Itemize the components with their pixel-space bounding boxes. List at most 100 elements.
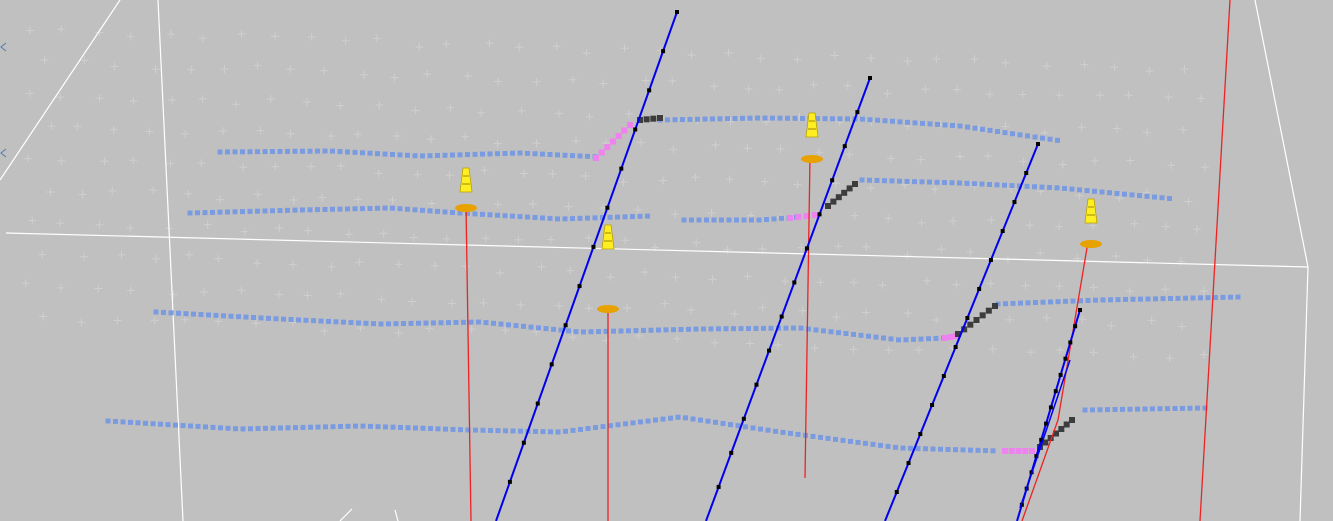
horizon-point <box>788 430 793 436</box>
horizon-point <box>896 337 901 343</box>
grid-marker <box>956 152 965 161</box>
horizon-point <box>933 335 939 341</box>
grid-marker <box>80 56 89 65</box>
horizon-point <box>450 152 455 158</box>
grid-marker <box>47 122 56 131</box>
grid-marker <box>621 236 630 245</box>
well-pick <box>1024 171 1029 175</box>
vertical-well[interactable] <box>465 204 472 521</box>
horizon-point <box>1017 183 1022 189</box>
horizon-point <box>502 213 508 219</box>
horizon-point <box>326 318 331 324</box>
grid-marker <box>1089 348 1098 357</box>
grid-marker <box>28 216 37 225</box>
well-pick <box>767 348 772 353</box>
grid-marker <box>815 148 824 157</box>
horizon-point <box>791 325 796 331</box>
fault-point <box>1047 435 1054 441</box>
horizon-point <box>1025 133 1030 139</box>
horizon-point <box>412 207 418 213</box>
grid-marker <box>200 288 209 297</box>
horizon-point <box>570 216 575 222</box>
fault-point <box>825 203 831 209</box>
grid-marker <box>501 326 510 335</box>
derrick-icon[interactable] <box>1080 198 1102 248</box>
horizon-point <box>300 148 305 154</box>
horizon-point <box>371 321 376 327</box>
vertical-well[interactable] <box>1199 0 1231 521</box>
horizon-point <box>202 210 208 216</box>
horizon-point <box>255 149 260 155</box>
grid-marker <box>519 169 528 178</box>
grid-marker <box>843 81 852 90</box>
fault-point <box>795 214 802 220</box>
horizon-point <box>495 428 501 434</box>
horizon-point <box>495 212 500 218</box>
horizon-point <box>942 122 948 128</box>
fault-point <box>637 117 643 123</box>
horizon-point <box>1142 406 1148 412</box>
horizon-point <box>683 415 688 421</box>
horizon-point <box>750 425 756 431</box>
inclined-well[interactable] <box>705 76 872 521</box>
horizon-point <box>203 424 208 430</box>
horizon-point <box>341 319 346 325</box>
horizon-point <box>427 208 433 214</box>
grid-marker <box>568 75 577 84</box>
horizon-point <box>240 209 245 215</box>
grid-marker <box>493 77 502 86</box>
well-pick <box>1063 356 1068 361</box>
horizon-point <box>919 179 925 185</box>
well-trajectory[interactable] <box>705 77 871 521</box>
grid-marker <box>1040 128 1049 137</box>
horizon-point <box>1077 187 1082 193</box>
grid-marker <box>620 44 629 53</box>
horizon-point <box>1130 296 1136 302</box>
horizon-point <box>987 181 992 187</box>
well-pick <box>1058 372 1063 377</box>
horizon-point <box>428 426 433 432</box>
grid-marker <box>743 144 752 153</box>
horizon-point <box>573 329 579 335</box>
horizon-point <box>405 152 410 158</box>
well-trajectory[interactable] <box>495 11 678 521</box>
grid-marker <box>388 196 397 205</box>
horizon-point <box>747 115 753 121</box>
grid-marker <box>214 254 223 263</box>
horizon-point <box>450 426 456 432</box>
horizon-point <box>957 123 963 129</box>
horizon-point <box>288 317 294 323</box>
horizon-point <box>248 426 253 432</box>
grid-marker <box>1036 248 1045 257</box>
horizon-point <box>210 209 215 215</box>
grid-marker <box>987 216 996 225</box>
horizon-point <box>562 216 568 222</box>
rig-base <box>801 155 823 163</box>
horizon-point <box>390 151 395 157</box>
inclined-well[interactable] <box>495 10 679 521</box>
horizon-point <box>472 151 478 157</box>
vertical-well[interactable] <box>804 156 811 479</box>
grid-marker <box>1001 58 1010 67</box>
well-trajectory[interactable] <box>1019 359 1071 509</box>
grid-marker <box>355 258 364 267</box>
horizon-point <box>360 206 365 212</box>
derrick-icon[interactable] <box>455 167 477 212</box>
inclined-well[interactable] <box>884 142 1040 521</box>
horizon-point <box>708 326 714 332</box>
horizon-point <box>665 117 670 123</box>
derrick-icon[interactable] <box>801 112 823 163</box>
fault-point <box>852 181 858 187</box>
vertical-well[interactable] <box>1021 241 1089 521</box>
horizon-point <box>558 327 564 333</box>
horizon-point <box>1167 195 1172 201</box>
horizon-point <box>785 115 790 121</box>
grid-marker <box>303 291 312 300</box>
horizon-point <box>578 426 583 432</box>
derrick-icon[interactable] <box>597 224 619 313</box>
horizon-point <box>641 327 646 333</box>
well-trajectory[interactable] <box>884 143 1039 521</box>
